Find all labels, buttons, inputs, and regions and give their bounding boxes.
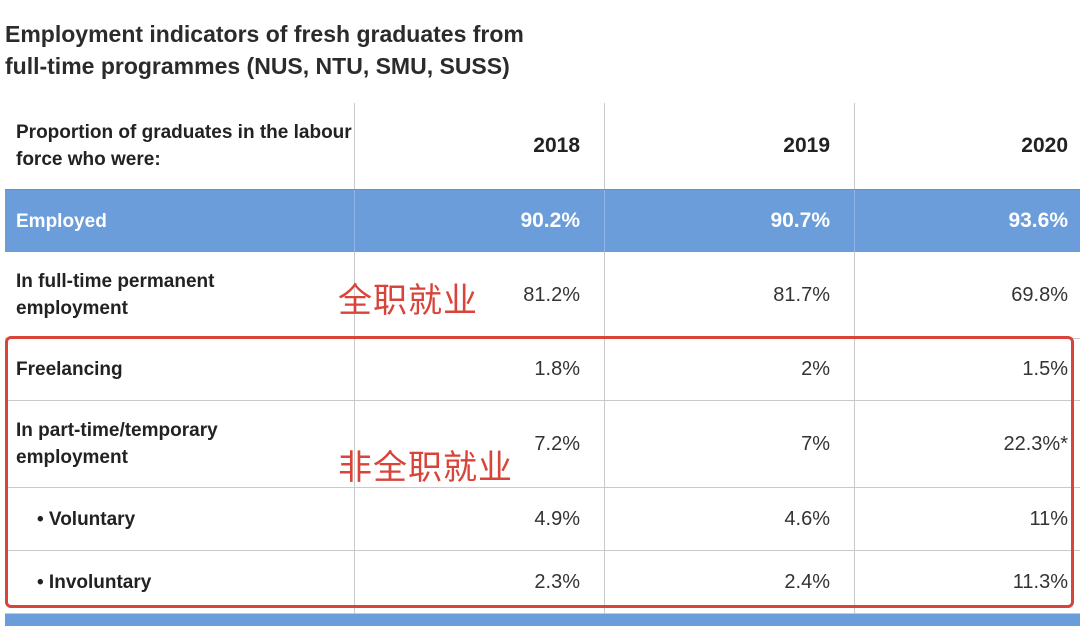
header-year-2020: 2020	[1021, 134, 1068, 157]
title-line-2: full-time programmes (NUS, NTU, SMU, SUS…	[5, 53, 510, 79]
annotation-full-time: 全职就业	[338, 281, 478, 321]
annotation-non-full-time: 非全职就业	[338, 448, 513, 488]
table-row-involuntary: • Involuntary 2.3% 2.4% 11.3%	[5, 551, 1080, 614]
header-label: Proportion of graduates in the labour fo…	[16, 122, 352, 170]
table-row-employed: Employed 90.2% 90.7% 93.6%	[5, 190, 1080, 252]
cell-value: 81.2%	[523, 283, 580, 306]
table-row-voluntary: • Voluntary 4.9% 4.6% 11%	[5, 488, 1080, 551]
table-row-part-time: In part-time/temporary employment 7.2% 7…	[5, 401, 1080, 488]
cell-value: 1.5%	[1022, 358, 1068, 380]
cell-value: 22.3%*	[1003, 433, 1069, 455]
cell-value: 2%	[801, 358, 830, 380]
employment-table: Proportion of graduates in the labour fo…	[5, 103, 1080, 614]
row-label: Freelancing	[16, 359, 123, 380]
row-label: • Involuntary	[37, 571, 152, 593]
cell-value: 2.3%	[534, 570, 580, 593]
cell-value: 4.9%	[534, 507, 580, 530]
table-header-row: Proportion of graduates in the labour fo…	[5, 103, 1080, 190]
cell-value: 90.7%	[770, 209, 830, 232]
table-row-full-time: In full-time permanent employment 81.2% …	[5, 252, 1080, 339]
cell-value: 1.8%	[534, 358, 580, 380]
cell-value: 93.6%	[1008, 209, 1068, 232]
row-label: • Voluntary	[37, 508, 136, 530]
cell-value: 7.2%	[534, 433, 580, 455]
chart-title: Employment indicators of fresh graduates…	[5, 18, 705, 82]
cell-value: 7%	[801, 433, 830, 455]
row-label: Employed	[16, 210, 107, 232]
header-year-2019: 2019	[783, 134, 830, 157]
table-bottom-strip	[5, 614, 1080, 626]
cell-value: 90.2%	[520, 209, 580, 232]
table-row-freelancing: Freelancing 1.8% 2% 1.5%	[5, 339, 1080, 401]
cell-value: 11%	[1029, 507, 1068, 530]
header-year-2018: 2018	[533, 134, 580, 157]
cell-value: 4.6%	[784, 507, 830, 530]
cell-value: 2.4%	[784, 570, 830, 593]
row-label: In full-time permanent employment	[16, 271, 215, 319]
row-label: In part-time/temporary employment	[16, 420, 218, 468]
cell-value: 11.3%	[1012, 570, 1068, 593]
title-line-1: Employment indicators of fresh graduates…	[5, 21, 524, 47]
cell-value: 69.8%	[1011, 283, 1068, 306]
cell-value: 81.7%	[773, 283, 830, 306]
